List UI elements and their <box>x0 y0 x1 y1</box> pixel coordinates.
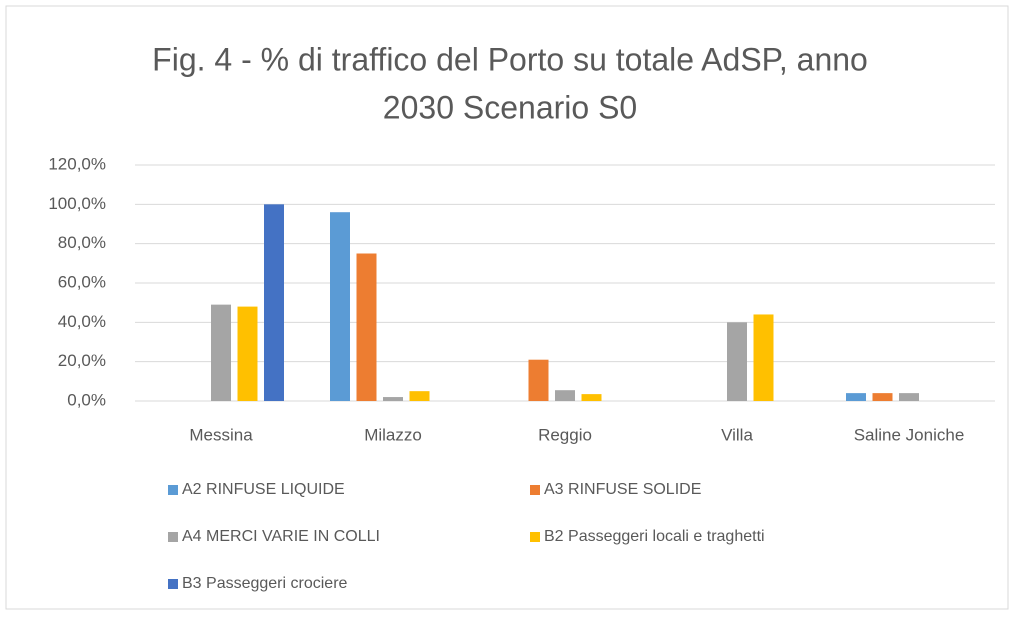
legend-label: A4 MERCI VARIE IN COLLI <box>182 528 380 545</box>
legend-label: A3 RINFUSE SOLIDE <box>544 481 701 498</box>
legend-swatch <box>168 532 178 542</box>
bar <box>356 253 377 401</box>
y-tick-label: 40,0% <box>58 312 106 331</box>
bar <box>846 393 866 401</box>
legend-label: B3 Passeggeri crociere <box>182 575 348 592</box>
bar <box>872 393 893 401</box>
y-tick-label: 20,0% <box>58 351 106 370</box>
x-tick-label: Saline Joniche <box>854 425 965 444</box>
legend-swatch <box>168 579 178 589</box>
chart-title: 2030 Scenario S0 <box>383 89 637 125</box>
bar <box>899 393 919 401</box>
y-tick-label: 100,0% <box>48 194 106 213</box>
y-tick-label: 0,0% <box>67 390 106 409</box>
bar <box>555 390 575 401</box>
chart-border <box>5 5 1009 610</box>
y-tick-label: 80,0% <box>58 233 106 252</box>
bar <box>409 391 430 401</box>
legend-swatch <box>168 485 178 495</box>
legend-label: B2 Passeggeri locali e traghetti <box>544 528 765 545</box>
bar <box>383 397 403 401</box>
x-tick-label: Reggio <box>538 425 592 444</box>
y-tick-label: 60,0% <box>58 272 106 291</box>
x-tick-label: Milazzo <box>364 425 422 444</box>
bar <box>727 322 747 401</box>
x-tick-label: Villa <box>721 425 753 444</box>
bar <box>753 314 774 401</box>
bar <box>528 359 549 401</box>
chart-title: Fig. 4 - % di traffico del Porto su tota… <box>152 41 868 77</box>
bar <box>237 306 258 401</box>
legend-swatch <box>530 532 540 542</box>
legend-label: A2 RINFUSE LIQUIDE <box>182 481 345 498</box>
y-tick-label: 120,0% <box>48 154 106 173</box>
x-tick-label: Messina <box>189 425 253 444</box>
legend-swatch <box>530 485 540 495</box>
bar <box>581 394 602 401</box>
bar <box>211 304 231 401</box>
bar <box>264 204 284 401</box>
bar <box>330 212 350 401</box>
